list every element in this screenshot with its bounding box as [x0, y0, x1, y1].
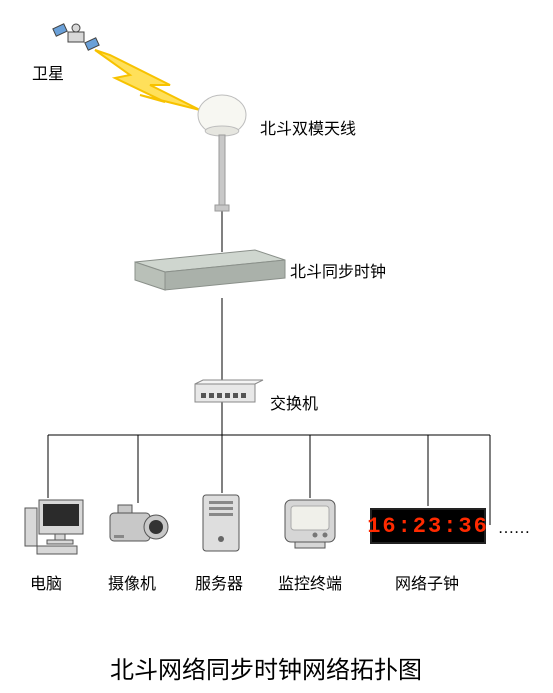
computer-icon — [25, 500, 83, 554]
sync-clock-label: 北斗同步时钟 — [290, 258, 386, 282]
topology-canvas — [0, 0, 553, 693]
monitor-terminal-icon — [285, 500, 335, 548]
satellite-icon — [53, 24, 99, 50]
server-icon — [203, 495, 239, 551]
computer-label: 电脑 — [30, 570, 62, 594]
satellite-label: 卫星 — [32, 60, 64, 84]
ellipsis-label: …… — [498, 520, 530, 538]
monitor-terminal-label: 监控终端 — [278, 570, 342, 594]
switch-label: 交换机 — [270, 390, 318, 414]
camera-icon — [110, 505, 168, 541]
switch-icon — [195, 380, 263, 402]
network-clock-label: 网络子钟 — [395, 570, 459, 594]
server-label: 服务器 — [195, 570, 243, 594]
antenna-icon — [198, 95, 246, 211]
edges-group — [48, 185, 490, 525]
camera-label: 摄像机 — [108, 570, 156, 594]
network-clock-icon: 16:23:36 — [370, 508, 486, 544]
sync-clock-icon — [135, 250, 285, 290]
lightning-link — [95, 50, 200, 110]
antenna-label: 北斗双模天线 — [260, 115, 356, 139]
diagram-title: 北斗网络同步时钟网络拓扑图 — [110, 650, 422, 685]
